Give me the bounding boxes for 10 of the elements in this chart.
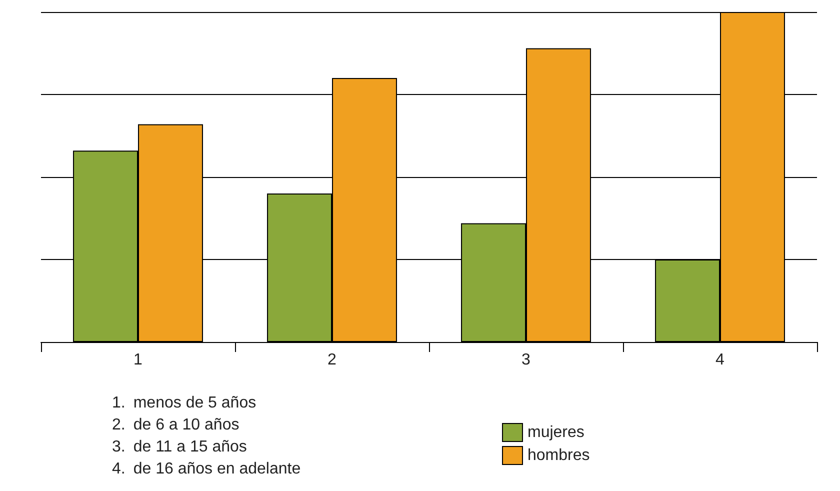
x-tick-label: 4 — [716, 352, 725, 368]
legend-label: hombres — [528, 447, 590, 464]
x-tick-label: 3 — [522, 352, 531, 368]
text: 1. menos de 5 años — [112, 394, 256, 412]
text: 4. de 16 años en adelante — [112, 460, 301, 478]
legend-label: mujeres — [528, 424, 584, 441]
text: 3. de 11 a 15 años — [112, 438, 247, 456]
x-tick-label: 1 — [134, 352, 143, 368]
text: 2. de 6 a 10 años — [112, 416, 240, 434]
x-tick-label: 2 — [328, 352, 337, 368]
